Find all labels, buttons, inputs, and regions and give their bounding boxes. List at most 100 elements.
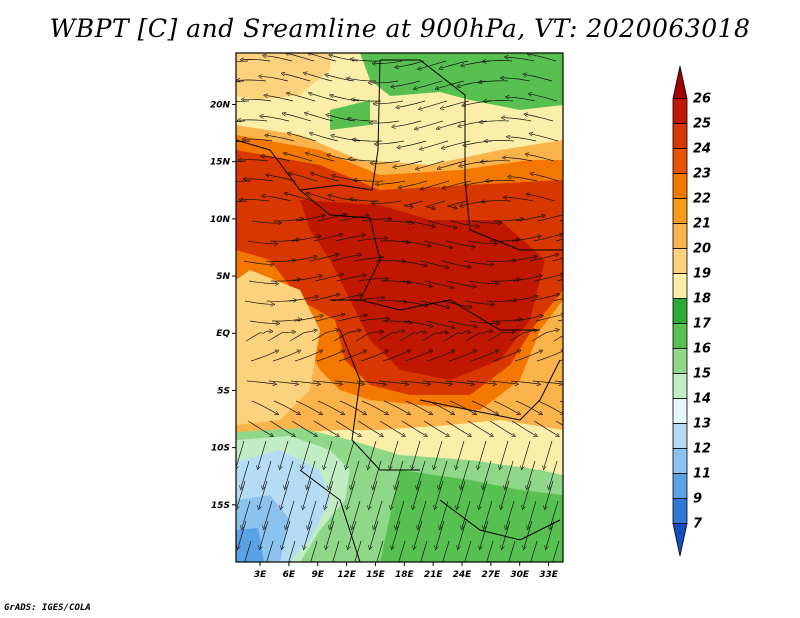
streamline (352, 500, 361, 528)
streamline (398, 540, 406, 562)
streamline (310, 295, 338, 302)
streamline (420, 300, 448, 308)
streamline (426, 351, 453, 362)
streamline (381, 321, 410, 323)
lat-tick-label: 10S (211, 444, 230, 454)
streamline (513, 316, 542, 322)
streamline (483, 201, 512, 202)
streamline (333, 330, 360, 342)
streamline (537, 400, 563, 414)
streamline (424, 280, 452, 288)
streamline (508, 137, 537, 142)
colorbar-label: 20 (693, 242, 711, 257)
streamline (555, 238, 563, 242)
streamline (391, 480, 400, 508)
streamline (245, 179, 274, 182)
colorbar-label: 12 (693, 442, 711, 457)
streamline (335, 420, 360, 436)
streamline (394, 120, 422, 127)
streamline (293, 316, 322, 322)
streamline (316, 351, 343, 362)
streamline (240, 160, 269, 161)
streamline (339, 400, 365, 414)
streamline (436, 520, 445, 548)
streamline (360, 351, 387, 362)
streamline (417, 160, 445, 169)
streamline (489, 420, 514, 436)
streamline (289, 133, 317, 142)
streamline (285, 154, 313, 162)
streamline (435, 480, 444, 508)
country-border (236, 139, 381, 301)
streamline (291, 236, 320, 242)
streamline (490, 279, 519, 281)
streamline (285, 460, 294, 488)
streamline (434, 440, 443, 468)
streamline (353, 99, 382, 101)
streamline (412, 440, 421, 468)
streamline (553, 335, 563, 342)
lon-tick-label: 24E (453, 570, 473, 580)
streamline (398, 100, 426, 107)
streamline (304, 520, 313, 548)
streamline (487, 180, 516, 181)
streamline (523, 480, 532, 508)
streamline (482, 161, 511, 162)
lat-tick-label: 15S (211, 501, 230, 511)
streamline (307, 153, 335, 162)
streamline (425, 200, 446, 209)
streamline (507, 97, 536, 102)
streamline (303, 480, 312, 508)
streamline (244, 139, 273, 141)
streamline (312, 174, 340, 182)
streamline (306, 113, 334, 122)
streamline (373, 200, 402, 203)
colorbar-label: 24 (693, 142, 711, 157)
streamline (405, 400, 431, 414)
streamline (369, 480, 378, 508)
streamline (271, 319, 300, 321)
streamline (263, 460, 272, 488)
streamline (244, 540, 252, 562)
streamline (243, 99, 272, 101)
streamline (533, 234, 561, 242)
streamline (337, 315, 365, 322)
streamline (377, 331, 403, 342)
colorbar-label: 7 (693, 517, 703, 532)
streamline (238, 80, 267, 81)
streamline (486, 140, 515, 141)
streamline (532, 174, 560, 182)
colorbar-bin (672, 98, 688, 124)
streamline (313, 420, 338, 436)
streamline (417, 460, 426, 488)
streamline (439, 160, 467, 168)
streamline (418, 500, 427, 528)
streamline (291, 420, 316, 436)
streamline (286, 500, 295, 528)
streamline (236, 440, 245, 468)
streamline (384, 220, 412, 223)
streamline (468, 280, 497, 284)
streamline (481, 121, 510, 123)
streamline (549, 460, 558, 488)
streamline (506, 57, 535, 62)
streamline (312, 380, 341, 384)
streamline (379, 241, 408, 243)
streamline (295, 216, 324, 222)
streamline (528, 194, 556, 202)
lon-tick-label: 12E (337, 570, 357, 580)
streamline (527, 460, 536, 488)
streamline (309, 53, 337, 62)
streamline (331, 255, 359, 262)
country-borders (236, 59, 563, 562)
streamline (315, 314, 343, 322)
streamline (505, 460, 514, 488)
streamline (347, 480, 356, 508)
lon-tick-label: 6E (283, 570, 296, 580)
streamline (265, 56, 293, 62)
streamline (413, 480, 422, 508)
streamline (444, 380, 473, 384)
streamline (372, 160, 401, 163)
streamline (458, 520, 467, 548)
streamline (461, 460, 470, 488)
